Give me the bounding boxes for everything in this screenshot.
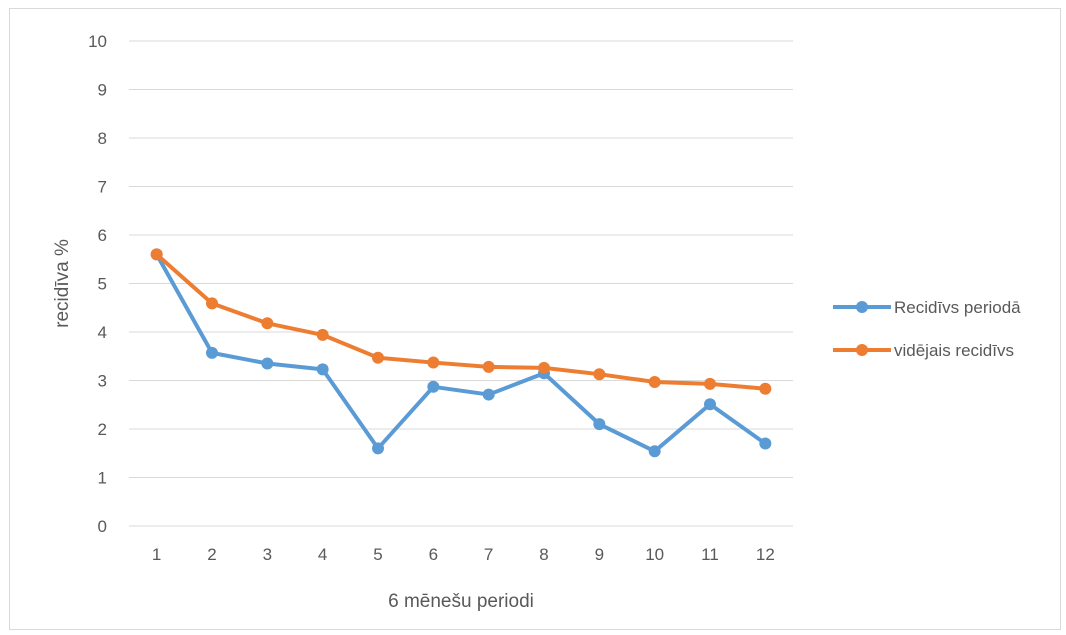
legend-label: Recidīvs periodā [894,298,1021,317]
y-tick-label: 10 [88,32,107,51]
y-tick-label: 1 [98,469,107,488]
y-tick-label: 9 [98,81,107,100]
gridlines [129,40,793,527]
data-point [206,346,218,359]
x-tick-label: 8 [539,545,548,564]
data-point [206,297,218,310]
x-axis-title: 6 mēnešu periodi [388,591,534,612]
data-point [427,356,440,369]
y-tick-label: 4 [98,323,107,342]
y-tick-label: 7 [98,178,107,197]
y-tick-label: 0 [98,517,107,536]
data-point [482,360,495,373]
y-tick-label: 5 [98,275,107,294]
x-tick-label: 1 [152,545,161,564]
y-tick-labels: 0 1 2 3 4 5 6 7 8 9 10 [88,32,107,536]
y-tick-label: 3 [98,372,107,391]
data-point [372,442,384,455]
x-tick-label: 12 [756,545,775,564]
y-tick-label: 8 [98,129,107,148]
x-tick-labels: 1 2 3 4 5 6 7 8 9 10 11 12 [152,545,775,564]
x-tick-label: 4 [318,545,327,564]
series-layer [150,248,772,458]
data-point [261,317,274,330]
data-point [538,361,550,374]
series-line-0 [154,252,768,454]
x-tick-label: 9 [595,545,604,564]
data-point [648,375,661,388]
legend-swatch-marker [856,301,868,313]
y-tick-label: 2 [98,420,107,439]
data-point [593,418,606,431]
data-point [704,398,716,411]
legend: Recidīvs periodā vidējais recidīvs [833,298,1021,360]
data-point [648,445,661,458]
data-point [759,382,772,395]
x-tick-label: 10 [645,545,664,564]
x-tick-label: 5 [373,545,382,564]
data-point [150,248,163,261]
data-point [316,328,329,341]
data-point [316,363,329,376]
x-tick-label: 6 [429,545,438,564]
data-point [704,377,716,390]
x-tick-label: 3 [263,545,272,564]
data-point [482,388,495,401]
y-tick-label: 6 [98,226,107,245]
x-tick-label: 2 [207,545,216,564]
series-line-1 [154,252,768,391]
data-point [372,351,384,364]
data-point [261,357,274,370]
x-tick-label: 11 [701,545,719,564]
y-axis-title: recidīva % [52,239,73,328]
data-point [427,380,440,393]
data-point [593,368,606,381]
data-point [759,437,772,450]
legend-swatch-marker [856,344,868,356]
legend-label: vidējais recidīvs [894,341,1014,360]
x-tick-label: 7 [484,545,493,564]
